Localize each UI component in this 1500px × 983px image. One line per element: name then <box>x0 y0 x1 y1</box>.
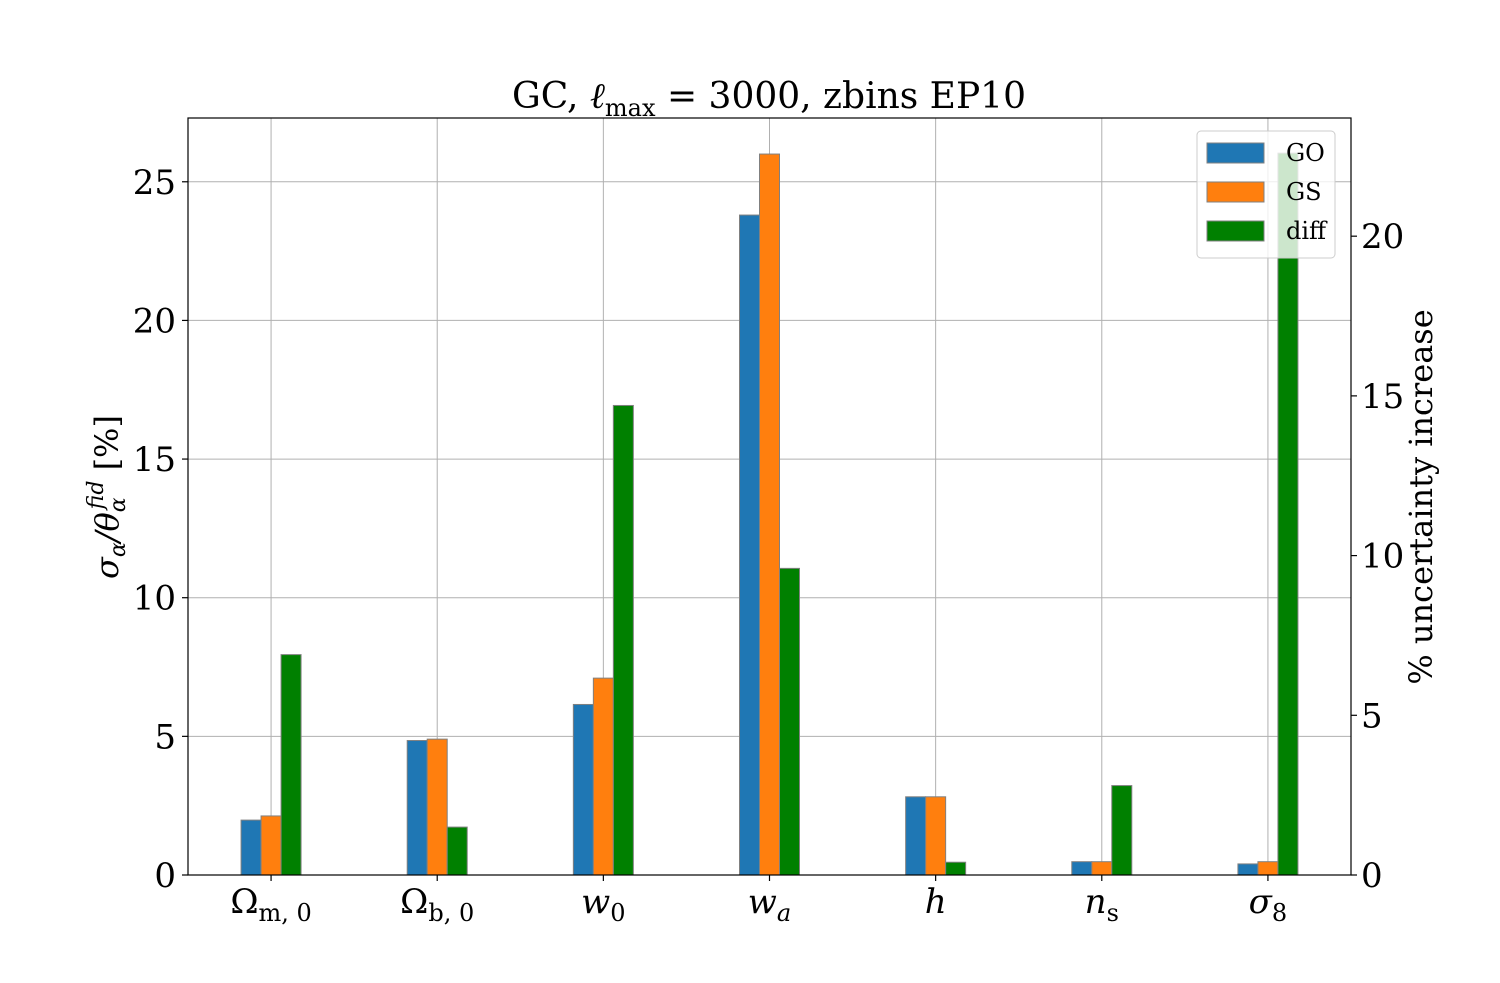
bar-gs-2 <box>592 677 614 876</box>
y-tick-label: 15 <box>133 440 176 480</box>
x-tick-label: h <box>925 882 947 922</box>
bar-diff-2 <box>612 404 634 876</box>
y-axis-label: σα/θαfid [%] <box>84 415 131 579</box>
bar-go-6 <box>1237 863 1259 876</box>
x-tick-label: ns <box>1085 882 1119 927</box>
y-tick-label: 0 <box>154 856 176 896</box>
bar-diff-4 <box>945 861 967 876</box>
x-tick-label: Ωb, 0 <box>400 882 474 927</box>
bar-go-0 <box>240 819 262 876</box>
legend-swatch-diff <box>1206 220 1265 242</box>
bar-diff-0 <box>280 654 302 876</box>
legend-label-go: GO <box>1286 139 1325 167</box>
bar-go-5 <box>1071 861 1093 876</box>
y-tick-label: 5 <box>154 717 176 757</box>
bar-gs-3 <box>759 153 780 876</box>
y-axis-left-ticks: 0 5 10 15 20 25 <box>133 163 188 896</box>
y-right-tick-label: 0 <box>1361 856 1383 896</box>
bar-diff-5 <box>1111 785 1133 876</box>
y-right-tick-label: 10 <box>1361 537 1404 577</box>
y-tick-label: 20 <box>133 301 176 341</box>
x-tick-label: w0 <box>581 882 625 927</box>
bar-gs-4 <box>925 796 947 876</box>
x-tick-label: wa <box>748 882 791 927</box>
legend-swatch-go <box>1206 142 1265 164</box>
y-tick-label: 25 <box>133 163 176 203</box>
y-right-tick-label: 20 <box>1361 217 1404 257</box>
legend: GO GS diff <box>1196 130 1336 259</box>
bar-go-2 <box>572 703 594 876</box>
bar-go-3 <box>739 214 760 876</box>
bar-go-1 <box>406 740 428 876</box>
bar-gs-0 <box>260 815 282 876</box>
legend-swatch-gs <box>1206 181 1265 203</box>
bar-gs-1 <box>426 738 448 876</box>
bar-gs-6 <box>1257 861 1279 876</box>
bar-diff-3 <box>779 567 800 876</box>
x-tick-label: Ωm, 0 <box>230 882 312 927</box>
bar-diff-6 <box>1277 152 1299 876</box>
y-tick-label: 10 <box>133 579 176 619</box>
legend-label-gs: GS <box>1286 178 1322 206</box>
chart-title: GC, ℓmax = 3000, zbins EP10 <box>512 76 1026 122</box>
y-axis-right-label: % uncertainty increase <box>1402 309 1440 684</box>
y-axis-right-ticks: 0 5 10 15 20 <box>1351 217 1404 896</box>
bar-gs-5 <box>1091 861 1113 876</box>
y-right-tick-label: 5 <box>1361 696 1383 736</box>
bars <box>240 152 1299 876</box>
x-axis-ticks: Ωm, 0 Ωb, 0 w0 wa h ns σ8 <box>230 875 1287 927</box>
x-tick-label: σ8 <box>1249 882 1288 927</box>
bar-go-4 <box>905 796 927 876</box>
y-right-tick-label: 15 <box>1361 377 1404 417</box>
legend-label-diff: diff <box>1286 217 1328 245</box>
bar-diff-1 <box>446 826 468 876</box>
